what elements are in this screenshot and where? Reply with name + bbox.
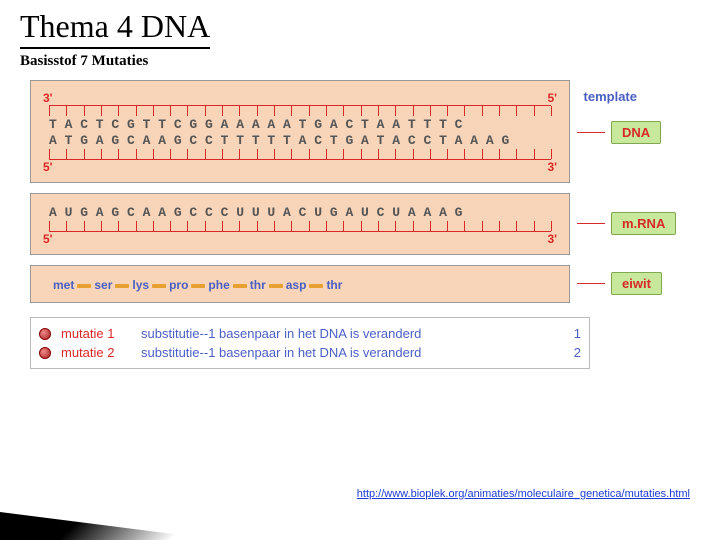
amino-acid: thr: [250, 278, 266, 292]
mutation-description: substitutie--1 basenpaar in het DNA is v…: [141, 326, 557, 341]
dna-coding-strand: A T G A G C A A G C C T T T T T A C T G …: [49, 133, 551, 148]
amino-acid: met: [53, 278, 74, 292]
amino-acid: lys: [132, 278, 149, 292]
dna-side-label: DNA: [577, 121, 687, 144]
dna-template-strand: T A C T C G T T C G G A A A A A T G A C …: [49, 117, 551, 132]
page-title: Thema 4 DNA: [20, 8, 210, 49]
amino-acid: phe: [208, 278, 229, 292]
mutation-row[interactable]: mutatie 1 substitutie--1 basenpaar in het…: [39, 324, 581, 343]
mutation-number: 1: [567, 326, 581, 341]
dna-5prime-bl: 5': [43, 160, 53, 174]
dna-ticks-top: [49, 106, 551, 116]
corner-shadow: [0, 512, 220, 540]
dna-3prime-tl: 3': [43, 91, 53, 105]
dna-5prime-tr: 5': [547, 91, 557, 105]
diagram-container: template DNA 3' 5' T A C T C G T T C G G…: [30, 80, 690, 369]
amino-acid: ser: [94, 278, 112, 292]
mrna-sequence: A U G A G C A A G C C C U U U A C U G A …: [49, 205, 551, 220]
amino-acid: asp: [286, 278, 307, 292]
mutation-dot-icon: [39, 328, 51, 340]
protein-panel: eiwit metserlysprophethraspthr: [30, 265, 570, 303]
source-link[interactable]: http://www.bioplek.org/animaties/molecul…: [357, 488, 690, 500]
mutation-description: substitutie--1 basenpaar in het DNA is v…: [141, 345, 557, 360]
mutation-number: 2: [567, 345, 581, 360]
mrna-5prime: 5': [43, 232, 53, 246]
dna-3prime-br: 3': [547, 160, 557, 174]
mrna-3prime: 3': [547, 232, 557, 246]
mrna-side-label: m.RNA: [577, 212, 687, 235]
protein-side-label: eiwit: [577, 272, 687, 295]
amino-acid: thr: [326, 278, 342, 292]
mutation-row[interactable]: mutatie 2 substitutie--1 basenpaar in het…: [39, 343, 581, 362]
template-label: template: [584, 89, 637, 104]
page-subtitle: Basisstof 7 Mutaties: [20, 53, 700, 70]
dna-ticks-bottom: [49, 149, 551, 159]
mutation-label: mutatie 2: [61, 345, 131, 360]
mrna-panel: m.RNA A U G A G C A A G C C C U U U A C …: [30, 193, 570, 255]
mrna-ticks: [49, 221, 551, 231]
dna-panel: template DNA 3' 5' T A C T C G T T C G G…: [30, 80, 570, 183]
mutation-legend: mutatie 1 substitutie--1 basenpaar in het…: [30, 317, 590, 369]
mutation-dot-icon: [39, 347, 51, 359]
amino-acid: pro: [169, 278, 188, 292]
mutation-label: mutatie 1: [61, 326, 131, 341]
amino-acid-chain: met ser lys pro phe thr asp thr: [53, 278, 547, 292]
